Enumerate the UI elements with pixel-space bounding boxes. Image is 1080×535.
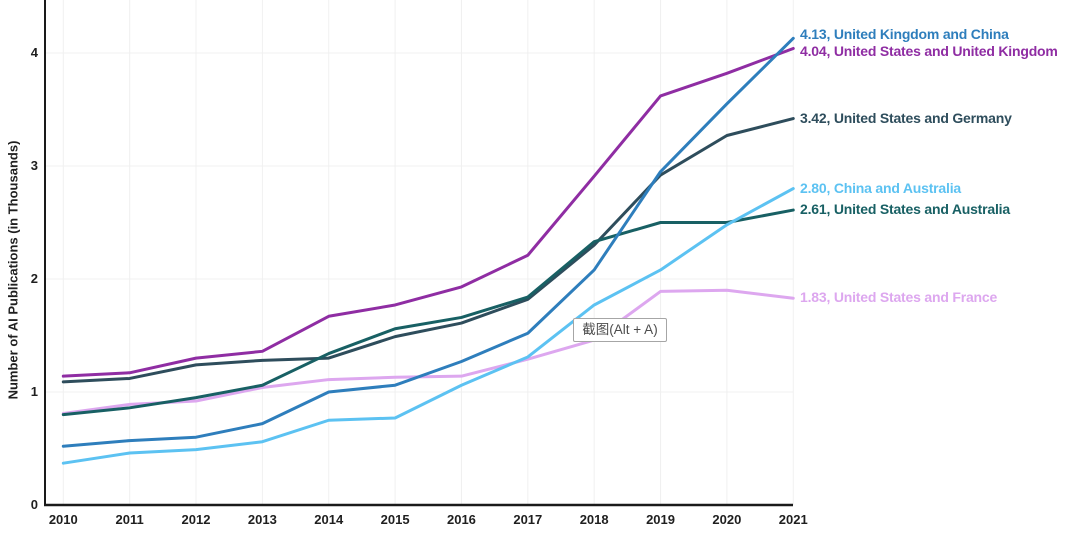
y-tick-label: 4 [30, 45, 38, 60]
series-line [61, 36, 795, 448]
y-tick-label: 1 [30, 384, 38, 399]
x-tick-label: 2016 [446, 512, 476, 527]
series-end-label: 2.80, China and Australia [800, 179, 961, 196]
x-tick-label: 2010 [48, 512, 78, 527]
x-tick-label: 2017 [513, 512, 543, 527]
series-line [61, 117, 795, 384]
series-line [61, 208, 795, 417]
x-tick-label: 2013 [247, 512, 277, 527]
series-end-label: 3.42, United States and Germany [800, 109, 1012, 126]
x-tick-label: 2014 [314, 512, 344, 527]
x-tick-label: 2015 [380, 512, 410, 527]
x-tick-label: 2021 [778, 512, 808, 527]
series-end-label: 4.13, United Kingdom and China [800, 25, 1009, 42]
y-tick-label: 3 [30, 158, 38, 173]
y-tick-label: 2 [30, 271, 38, 286]
series-line [61, 46, 795, 378]
series-end-label: 4.04, United States and United Kingdom [800, 43, 1058, 60]
x-tick-label: 2019 [646, 512, 675, 527]
y-axis-title: Number of AI Publications (in Thousands) [5, 140, 21, 400]
x-tick-label: 2011 [115, 512, 144, 527]
x-tick-label: 2012 [181, 512, 211, 527]
screenshot-shortcut-tooltip[interactable]: 截图(Alt + A) [573, 318, 667, 342]
x-tick-label: 2018 [579, 512, 609, 527]
series-end-label: 2.61, United States and Australia [800, 201, 1010, 218]
y-tick-label: 0 [30, 497, 38, 512]
series-line [61, 187, 795, 465]
x-tick-label: 2020 [712, 512, 742, 527]
series-end-label: 1.83, United States and France [800, 289, 998, 306]
series-line [61, 288, 795, 415]
